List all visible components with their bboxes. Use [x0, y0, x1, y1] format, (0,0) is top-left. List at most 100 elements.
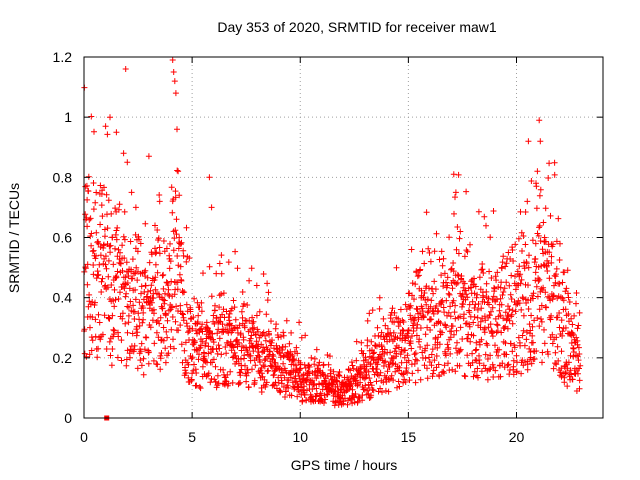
data-point: [193, 327, 199, 334]
data-point: [87, 324, 93, 331]
data-point: [188, 376, 195, 383]
data-point: [227, 368, 234, 375]
data-point: [121, 285, 128, 292]
data-point: [199, 321, 206, 328]
data-point: [152, 286, 159, 293]
data-point: [142, 220, 149, 227]
data-point: [421, 290, 428, 296]
data-point: [103, 265, 110, 272]
data-point: [183, 301, 190, 308]
data-point: [173, 231, 180, 238]
data-point: [470, 332, 477, 339]
data-point: [454, 279, 461, 286]
data-point: [194, 319, 201, 325]
data-point: [476, 274, 483, 281]
data-point: [120, 233, 127, 240]
data-point: [487, 234, 494, 241]
y-tick-label: 0.6: [53, 230, 73, 246]
data-point: [378, 342, 385, 349]
data-point: [407, 312, 414, 319]
data-point: [484, 376, 491, 383]
data-point: [111, 303, 118, 310]
data-point: [471, 305, 478, 311]
data-point: [499, 259, 506, 266]
data-point: [178, 277, 185, 284]
data-point: [490, 293, 497, 300]
data-point: [219, 329, 226, 336]
data-point: [507, 291, 514, 298]
data-point: [134, 329, 141, 336]
data-point: [550, 241, 556, 248]
data-point: [119, 242, 126, 249]
data-point: [378, 329, 385, 336]
data-point: [131, 346, 137, 353]
data-point: [411, 314, 418, 321]
data-point: [566, 299, 573, 305]
data-point: [294, 350, 301, 357]
data-point: [211, 320, 218, 327]
data-point: [154, 317, 161, 324]
data-point: [483, 222, 489, 229]
data-point: [520, 327, 527, 334]
data-point: [552, 360, 558, 367]
data-point: [119, 267, 126, 274]
data-point: [366, 310, 373, 317]
data-point: [405, 334, 412, 341]
data-point: [193, 346, 200, 353]
data-point: [550, 365, 557, 372]
data-point: [471, 314, 478, 320]
data-point: [510, 363, 517, 370]
data-point: [162, 359, 169, 366]
data-point: [247, 352, 254, 359]
data-point: [518, 229, 525, 236]
data-point: [414, 357, 421, 364]
data-point: [122, 66, 129, 72]
data-point: [132, 204, 139, 211]
data-point: [472, 347, 479, 354]
data-point: [420, 314, 427, 321]
data-point: [368, 382, 375, 389]
data-point: [90, 206, 97, 213]
data-point: [258, 370, 265, 377]
data-point: [476, 341, 483, 348]
data-point: [298, 334, 305, 341]
data-point: [177, 302, 184, 309]
data-point: [253, 338, 260, 345]
data-point: [496, 346, 503, 353]
data-point: [98, 289, 105, 295]
data-point: [282, 394, 288, 400]
data-point: [377, 369, 384, 376]
data-point: [96, 261, 103, 268]
data-point: [416, 336, 423, 343]
data-point: [258, 341, 265, 348]
data-point: [292, 362, 299, 369]
x-tick-label: 10: [292, 429, 308, 445]
data-point: [419, 248, 426, 255]
data-point: [529, 237, 536, 244]
data-point: [257, 359, 263, 365]
data-point: [156, 320, 163, 327]
data-point: [570, 331, 577, 338]
data-point: [88, 242, 95, 249]
data-point: [526, 345, 533, 352]
data-point: [435, 307, 442, 314]
data-point: [561, 374, 568, 381]
data-point: [374, 361, 381, 368]
data-point: [568, 315, 575, 322]
data-point: [528, 360, 535, 367]
data-point: [264, 297, 271, 304]
data-point: [233, 337, 240, 344]
data-point: [415, 367, 421, 374]
data-point: [94, 268, 101, 275]
data-point: [562, 369, 569, 376]
data-point: [487, 352, 494, 359]
data-point: [439, 262, 446, 269]
data-point: [545, 351, 552, 358]
data-point: [173, 303, 180, 310]
data-point: [430, 367, 437, 374]
data-point: [105, 273, 112, 280]
data-point: [93, 252, 99, 259]
data-point: [576, 365, 582, 372]
data-point: [470, 373, 477, 380]
data-point: [211, 307, 218, 314]
